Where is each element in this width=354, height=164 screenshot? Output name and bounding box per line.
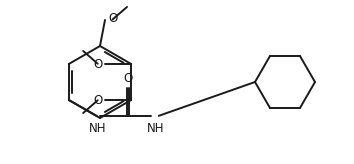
Text: O: O [93, 93, 102, 106]
Text: O: O [93, 58, 102, 71]
Text: NH: NH [88, 122, 106, 134]
Text: NH: NH [147, 122, 164, 134]
Text: O: O [108, 12, 117, 25]
Text: O: O [124, 72, 133, 85]
